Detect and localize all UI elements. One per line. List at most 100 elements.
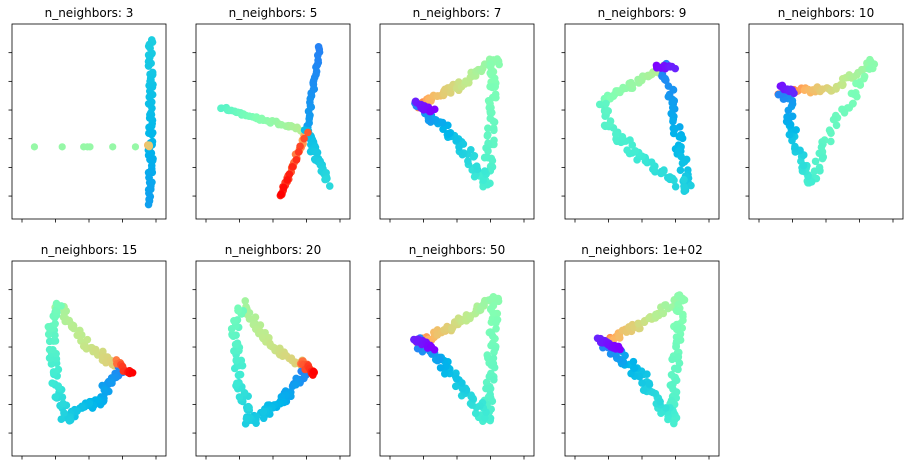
data-point: [481, 167, 489, 175]
data-point: [107, 378, 116, 387]
panel-title: n_neighbors: 20: [225, 243, 321, 257]
data-point: [486, 109, 495, 117]
data-point: [470, 152, 479, 160]
data-point: [277, 190, 285, 198]
data-point: [490, 375, 498, 384]
data-point: [54, 365, 63, 374]
data-point: [490, 363, 499, 372]
panel-title: n_neighbors: 10: [778, 6, 874, 20]
data-point: [48, 379, 57, 387]
data-point: [52, 299, 61, 308]
data-point: [865, 65, 874, 73]
data-point: [687, 181, 695, 190]
data-point: [75, 330, 83, 339]
data-point: [59, 399, 67, 408]
data-point: [785, 130, 794, 139]
data-point: [489, 292, 498, 301]
data-point: [669, 117, 677, 126]
data-point: [668, 103, 677, 112]
axes-frame: [564, 23, 720, 220]
data-point: [631, 147, 640, 155]
data-point: [45, 345, 54, 354]
data-point: [675, 291, 684, 299]
data-point: [673, 307, 682, 316]
data-point: [668, 355, 676, 364]
data-point: [288, 163, 297, 171]
data-point: [829, 115, 838, 124]
data-point: [145, 141, 154, 150]
data-point: [486, 414, 495, 423]
data-point: [445, 129, 454, 138]
data-point: [856, 81, 865, 89]
data-point: [30, 143, 39, 151]
data-point: [602, 99, 610, 108]
data-point: [669, 85, 677, 94]
data-point: [464, 157, 472, 165]
data-point: [440, 370, 449, 378]
data-point: [623, 146, 631, 154]
data-point: [645, 314, 654, 323]
scatter-panel: n_neighbors: 3: [8, 6, 167, 223]
data-point: [661, 301, 670, 309]
data-point: [147, 130, 156, 139]
data-point: [144, 200, 153, 209]
data-point: [321, 175, 329, 184]
data-point: [666, 173, 674, 181]
data-point: [54, 382, 63, 390]
data-point: [436, 364, 445, 372]
data-point: [792, 126, 800, 134]
data-point: [309, 367, 318, 376]
data-point: [51, 337, 60, 345]
data-point: [452, 374, 461, 383]
data-point: [661, 74, 670, 83]
data-point: [606, 117, 615, 125]
data-point: [242, 414, 251, 423]
data-point: [451, 382, 460, 391]
data-point: [86, 143, 94, 151]
data-point: [458, 384, 467, 393]
data-point: [638, 379, 646, 387]
data-point: [58, 143, 66, 151]
data-point: [228, 331, 236, 339]
data-point: [495, 60, 503, 69]
data-point: [673, 364, 682, 373]
data-point: [604, 107, 613, 115]
data-point: [639, 386, 648, 395]
data-point: [486, 390, 494, 399]
data-point: [57, 415, 66, 423]
data-point: [651, 310, 660, 319]
data-point: [618, 133, 627, 141]
data-point: [850, 90, 858, 99]
data-point: [241, 297, 250, 305]
data-point: [83, 335, 92, 344]
data-point: [840, 108, 849, 117]
data-point: [65, 316, 74, 325]
data-point: [109, 143, 117, 151]
panel-title: n_neighbors: 5: [229, 6, 318, 20]
data-point: [490, 126, 498, 135]
data-point: [669, 419, 678, 428]
data-point: [628, 80, 637, 89]
data-point: [669, 129, 678, 138]
data-point: [235, 393, 244, 401]
data-point: [807, 178, 816, 186]
panel-title: n_neighbors: 50: [409, 243, 505, 257]
data-point: [615, 332, 623, 341]
data-point: [438, 118, 447, 127]
scatter-panel: n_neighbors: 50: [376, 243, 535, 460]
data-point: [472, 162, 481, 171]
data-point: [70, 324, 78, 333]
data-point: [671, 64, 680, 73]
data-point: [614, 342, 623, 351]
data-point: [818, 154, 827, 163]
scatter-panel: n_neighbors: 7: [376, 6, 535, 223]
axes-frame: [748, 23, 904, 220]
data-point: [839, 80, 847, 89]
data-point: [312, 148, 321, 157]
data-point: [314, 43, 323, 51]
data-point: [783, 113, 791, 121]
data-point: [784, 106, 793, 115]
data-point: [479, 176, 488, 184]
data-point: [481, 414, 489, 422]
